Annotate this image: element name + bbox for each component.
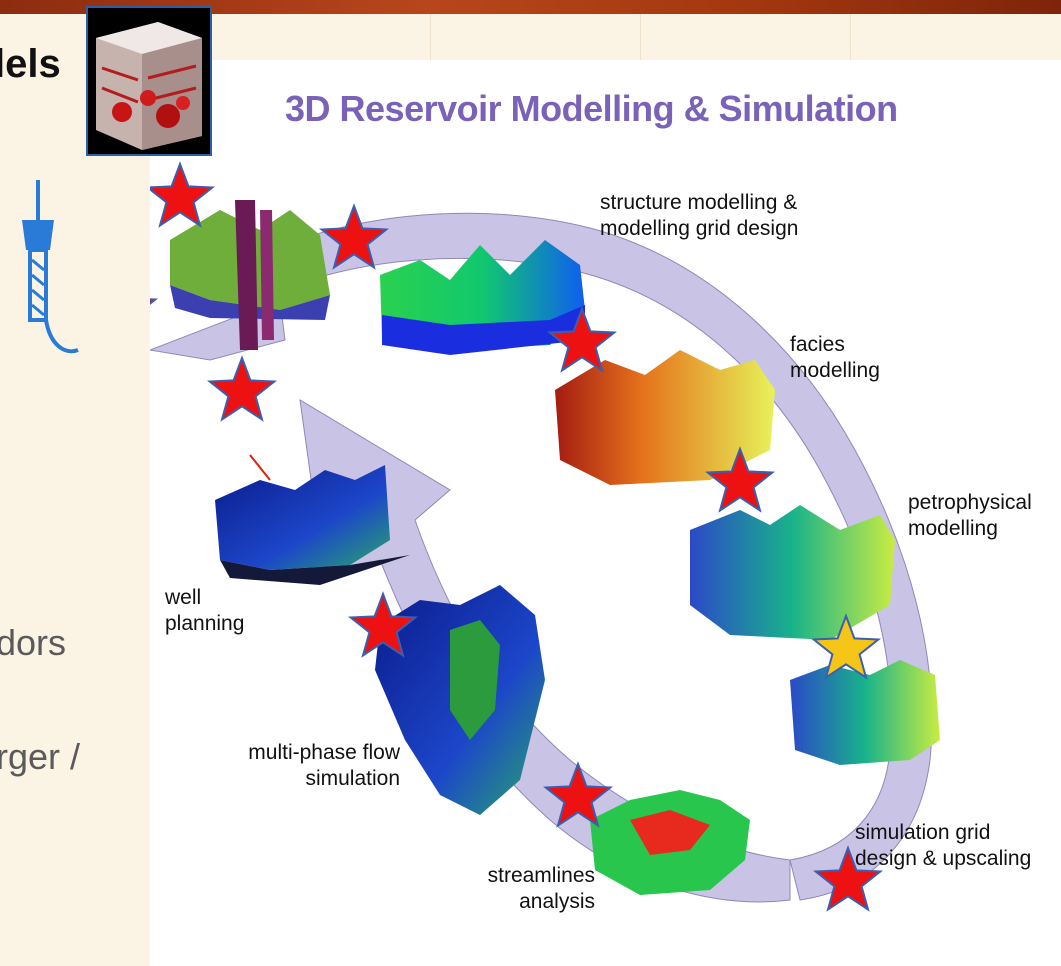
star-marker-icon	[542, 761, 614, 828]
model-block-multiphase	[375, 585, 545, 815]
star-marker-icon	[206, 355, 278, 422]
stage-label-multiphase: multi-phase flow simulation	[248, 741, 400, 790]
star-marker-icon	[704, 446, 776, 513]
star-marker-icon	[546, 306, 618, 373]
stage-label-facies: facies modelling	[790, 333, 880, 382]
stage-label-structure: structure modelling & modelling grid des…	[600, 191, 799, 240]
model-block-well-planning	[215, 454, 410, 585]
stage-label-streamlines: streamlines analysis	[487, 864, 595, 913]
diagram-title: 3D Reservoir Modelling & Simulation	[285, 88, 898, 129]
model-block-initial	[170, 200, 330, 350]
slide-title-fragment: lels	[0, 42, 61, 86]
star-markers	[150, 161, 884, 912]
model-block-streamlines	[590, 790, 750, 895]
stage-label-petrophysical: petrophysical modelling	[908, 491, 1032, 540]
workflow-cycle-diagram	[150, 161, 940, 912]
star-marker-icon	[810, 613, 882, 680]
model-block-petrophysical	[690, 505, 895, 640]
stage-label-simulation-grid: simulation grid design & upscaling	[855, 821, 1032, 870]
slide-text-fragment: dors	[0, 622, 67, 663]
star-marker-icon	[318, 203, 390, 270]
star-marker-icon	[347, 591, 419, 658]
top-decorative-bar	[0, 0, 1061, 14]
model-block-simulation-grid	[790, 660, 940, 765]
star-marker-icon	[150, 298, 159, 306]
star-marker-icon	[150, 161, 216, 228]
slide-text-fragment: rger /	[0, 736, 81, 777]
stage-label-well-planning: well planning	[165, 586, 245, 635]
model-block-structure	[380, 240, 585, 355]
well-derrick-icon	[22, 180, 79, 354]
3d-cube-thumbnail-icon	[86, 6, 212, 156]
model-block-facies	[555, 350, 775, 485]
reservoir-workflow-figure: 3D Reservoir Modelling & Simulation	[150, 60, 1061, 966]
star-marker-icon	[812, 845, 884, 912]
